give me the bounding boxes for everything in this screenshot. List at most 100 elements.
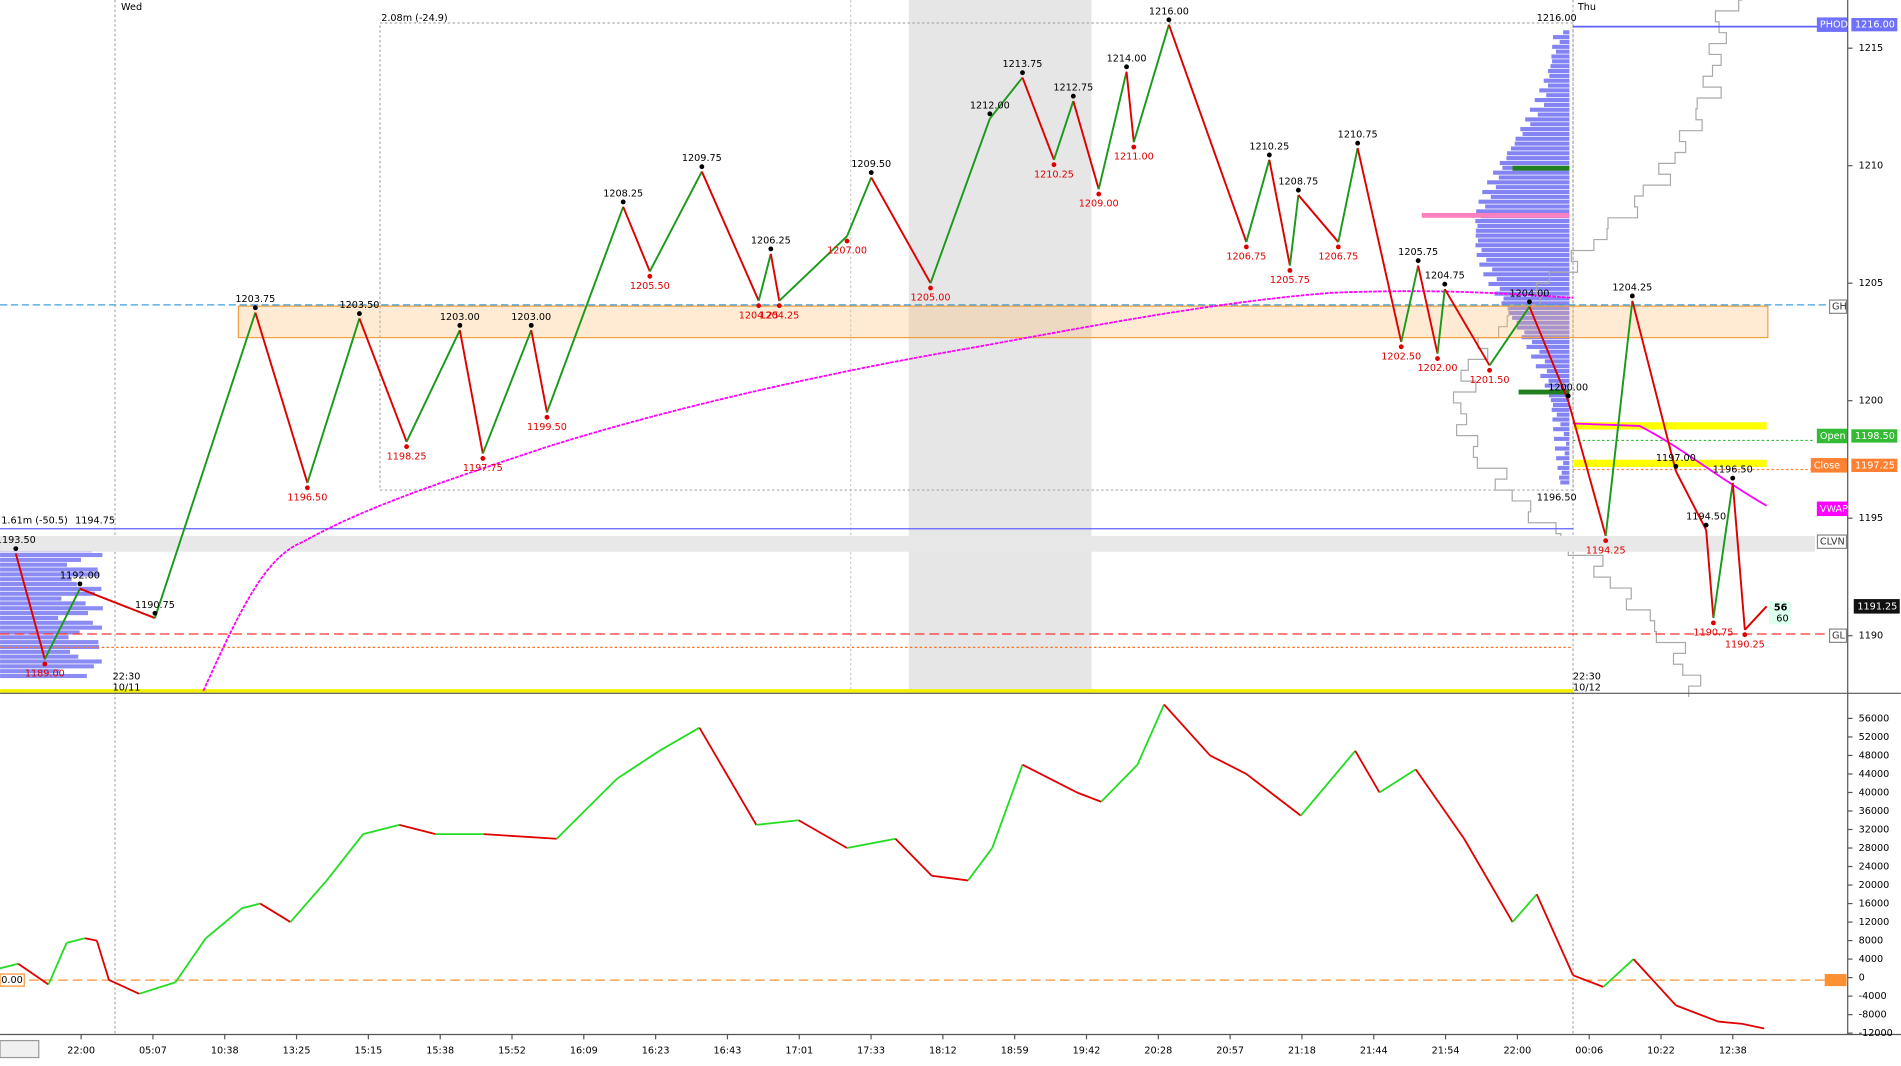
vwap-curve <box>202 290 1574 692</box>
x-tick-label: 05:07 <box>139 1045 167 1056</box>
swing-label: 1204.75 <box>1425 271 1465 282</box>
y-tick-label: 0 <box>1859 973 1865 984</box>
x-tick-label: 17:33 <box>857 1045 885 1056</box>
swing-label: 1197.00 <box>1656 453 1696 464</box>
volume-profile-bar <box>1478 199 1570 204</box>
volume-profile-bar <box>1548 393 1570 398</box>
level-value-box <box>1851 18 1898 32</box>
volume-profile-bar <box>1559 39 1570 45</box>
price-segment <box>1731 482 1746 630</box>
price-segment <box>700 171 760 302</box>
price-segment <box>1072 100 1100 190</box>
vwap-curve <box>1573 422 1768 507</box>
swing-label: 1205.00 <box>911 293 951 304</box>
x-tick-label: 20:57 <box>1216 1045 1244 1056</box>
volume-profile-bar <box>1551 407 1570 412</box>
price-segment <box>14 553 46 660</box>
price-segment <box>1097 71 1128 190</box>
y-tick-label: 56000 <box>1859 713 1890 724</box>
volume-profile-bar <box>1486 257 1570 262</box>
delta-segment <box>756 819 799 826</box>
price-segment <box>530 330 548 413</box>
level-tag <box>1816 17 1848 32</box>
volume-profile-bar <box>1544 383 1570 388</box>
swing-dot <box>252 305 258 311</box>
volume-profile-bar <box>1555 49 1570 54</box>
x-tick-label: 22:00 <box>1503 1045 1531 1056</box>
swing-dot <box>480 455 486 461</box>
volume-profile-bar <box>1544 102 1570 107</box>
price-segment <box>1712 482 1734 619</box>
level-tag <box>1816 501 1848 517</box>
swing-dot <box>1603 538 1609 544</box>
y-tick-label: 1200 <box>1859 396 1884 407</box>
x-tick-label: 19:42 <box>1073 1045 1101 1056</box>
volume-profile-bar <box>1477 223 1570 228</box>
swing-label: 1196.50 <box>287 492 327 503</box>
swing-dot <box>776 303 782 309</box>
volume-profile-bar <box>1506 156 1570 161</box>
last-price-box <box>1853 599 1900 614</box>
y-tick-label: 8000 <box>1859 936 1884 947</box>
x-tick-label: 18:59 <box>1001 1045 1029 1056</box>
delta-segment <box>1163 703 1211 757</box>
volume-profile-bar <box>0 625 103 630</box>
delta-segment <box>1209 754 1247 775</box>
volume-profile-bar <box>1552 402 1570 408</box>
swing-dot <box>1295 187 1301 193</box>
day-label: Thu <box>1577 2 1596 13</box>
delta-segment <box>17 962 49 986</box>
swing-label: 1204.25 <box>759 310 799 321</box>
level-tag-label: GL <box>1832 631 1845 642</box>
level-value-label: 1197.25 <box>1855 460 1895 471</box>
level-value-box <box>1851 429 1898 443</box>
delta-segment <box>362 823 400 836</box>
x-tick-label: 16:43 <box>714 1045 742 1056</box>
x-tick-label: 17:01 <box>785 1045 813 1056</box>
swing-dot <box>1266 152 1272 158</box>
volume-profile-bar <box>1485 204 1570 209</box>
swing-dot <box>1435 356 1440 361</box>
price-segment <box>405 329 461 443</box>
swing-dot <box>304 485 310 491</box>
session-time: 22:30 <box>113 671 141 682</box>
volume-profile-bar <box>1552 417 1570 422</box>
volume-profile-bar <box>1544 359 1570 364</box>
volume-profile-bar <box>1522 131 1570 137</box>
price-segment <box>306 318 361 484</box>
level-tag-label: Open <box>1820 431 1846 442</box>
price-segment <box>1488 306 1531 366</box>
level-value-label: 1198.50 <box>1855 431 1895 442</box>
delta-segment <box>483 833 557 840</box>
swing-dot <box>1730 475 1736 481</box>
counter-box <box>1769 601 1791 625</box>
volume-profile-bar <box>1537 112 1570 117</box>
scroll-box[interactable] <box>0 1039 40 1059</box>
counter: 60 <box>1776 613 1788 624</box>
swing-dot <box>404 444 410 450</box>
y-tick-label: -12000 <box>1859 1028 1893 1039</box>
volume-profile-bar <box>1510 146 1570 151</box>
volume-profile-bar <box>1540 373 1570 379</box>
y-tick-label: 28000 <box>1859 843 1890 854</box>
swing-dot <box>1335 244 1341 250</box>
volume-profile-bar <box>1551 54 1570 59</box>
price-segment <box>358 318 408 443</box>
swing-label: 1205.75 <box>1270 275 1310 286</box>
swing-dot <box>457 322 463 328</box>
swing-dot <box>1243 244 1249 250</box>
swing-dot <box>1131 144 1137 150</box>
hvn-bar <box>1518 389 1570 395</box>
volume-profile-bar <box>1516 325 1570 330</box>
volume-profile-bar <box>1515 136 1570 141</box>
swing-dot <box>987 111 993 117</box>
delta-segment <box>967 847 993 881</box>
swing-dot <box>1398 344 1404 350</box>
delta-segment <box>1354 750 1381 793</box>
x-tick-label: 15:15 <box>354 1045 382 1056</box>
price-segment <box>481 329 533 454</box>
session-date: 10/11 <box>113 682 141 693</box>
y-tick-label: 52000 <box>1859 732 1890 743</box>
swing-dot <box>1051 162 1057 168</box>
